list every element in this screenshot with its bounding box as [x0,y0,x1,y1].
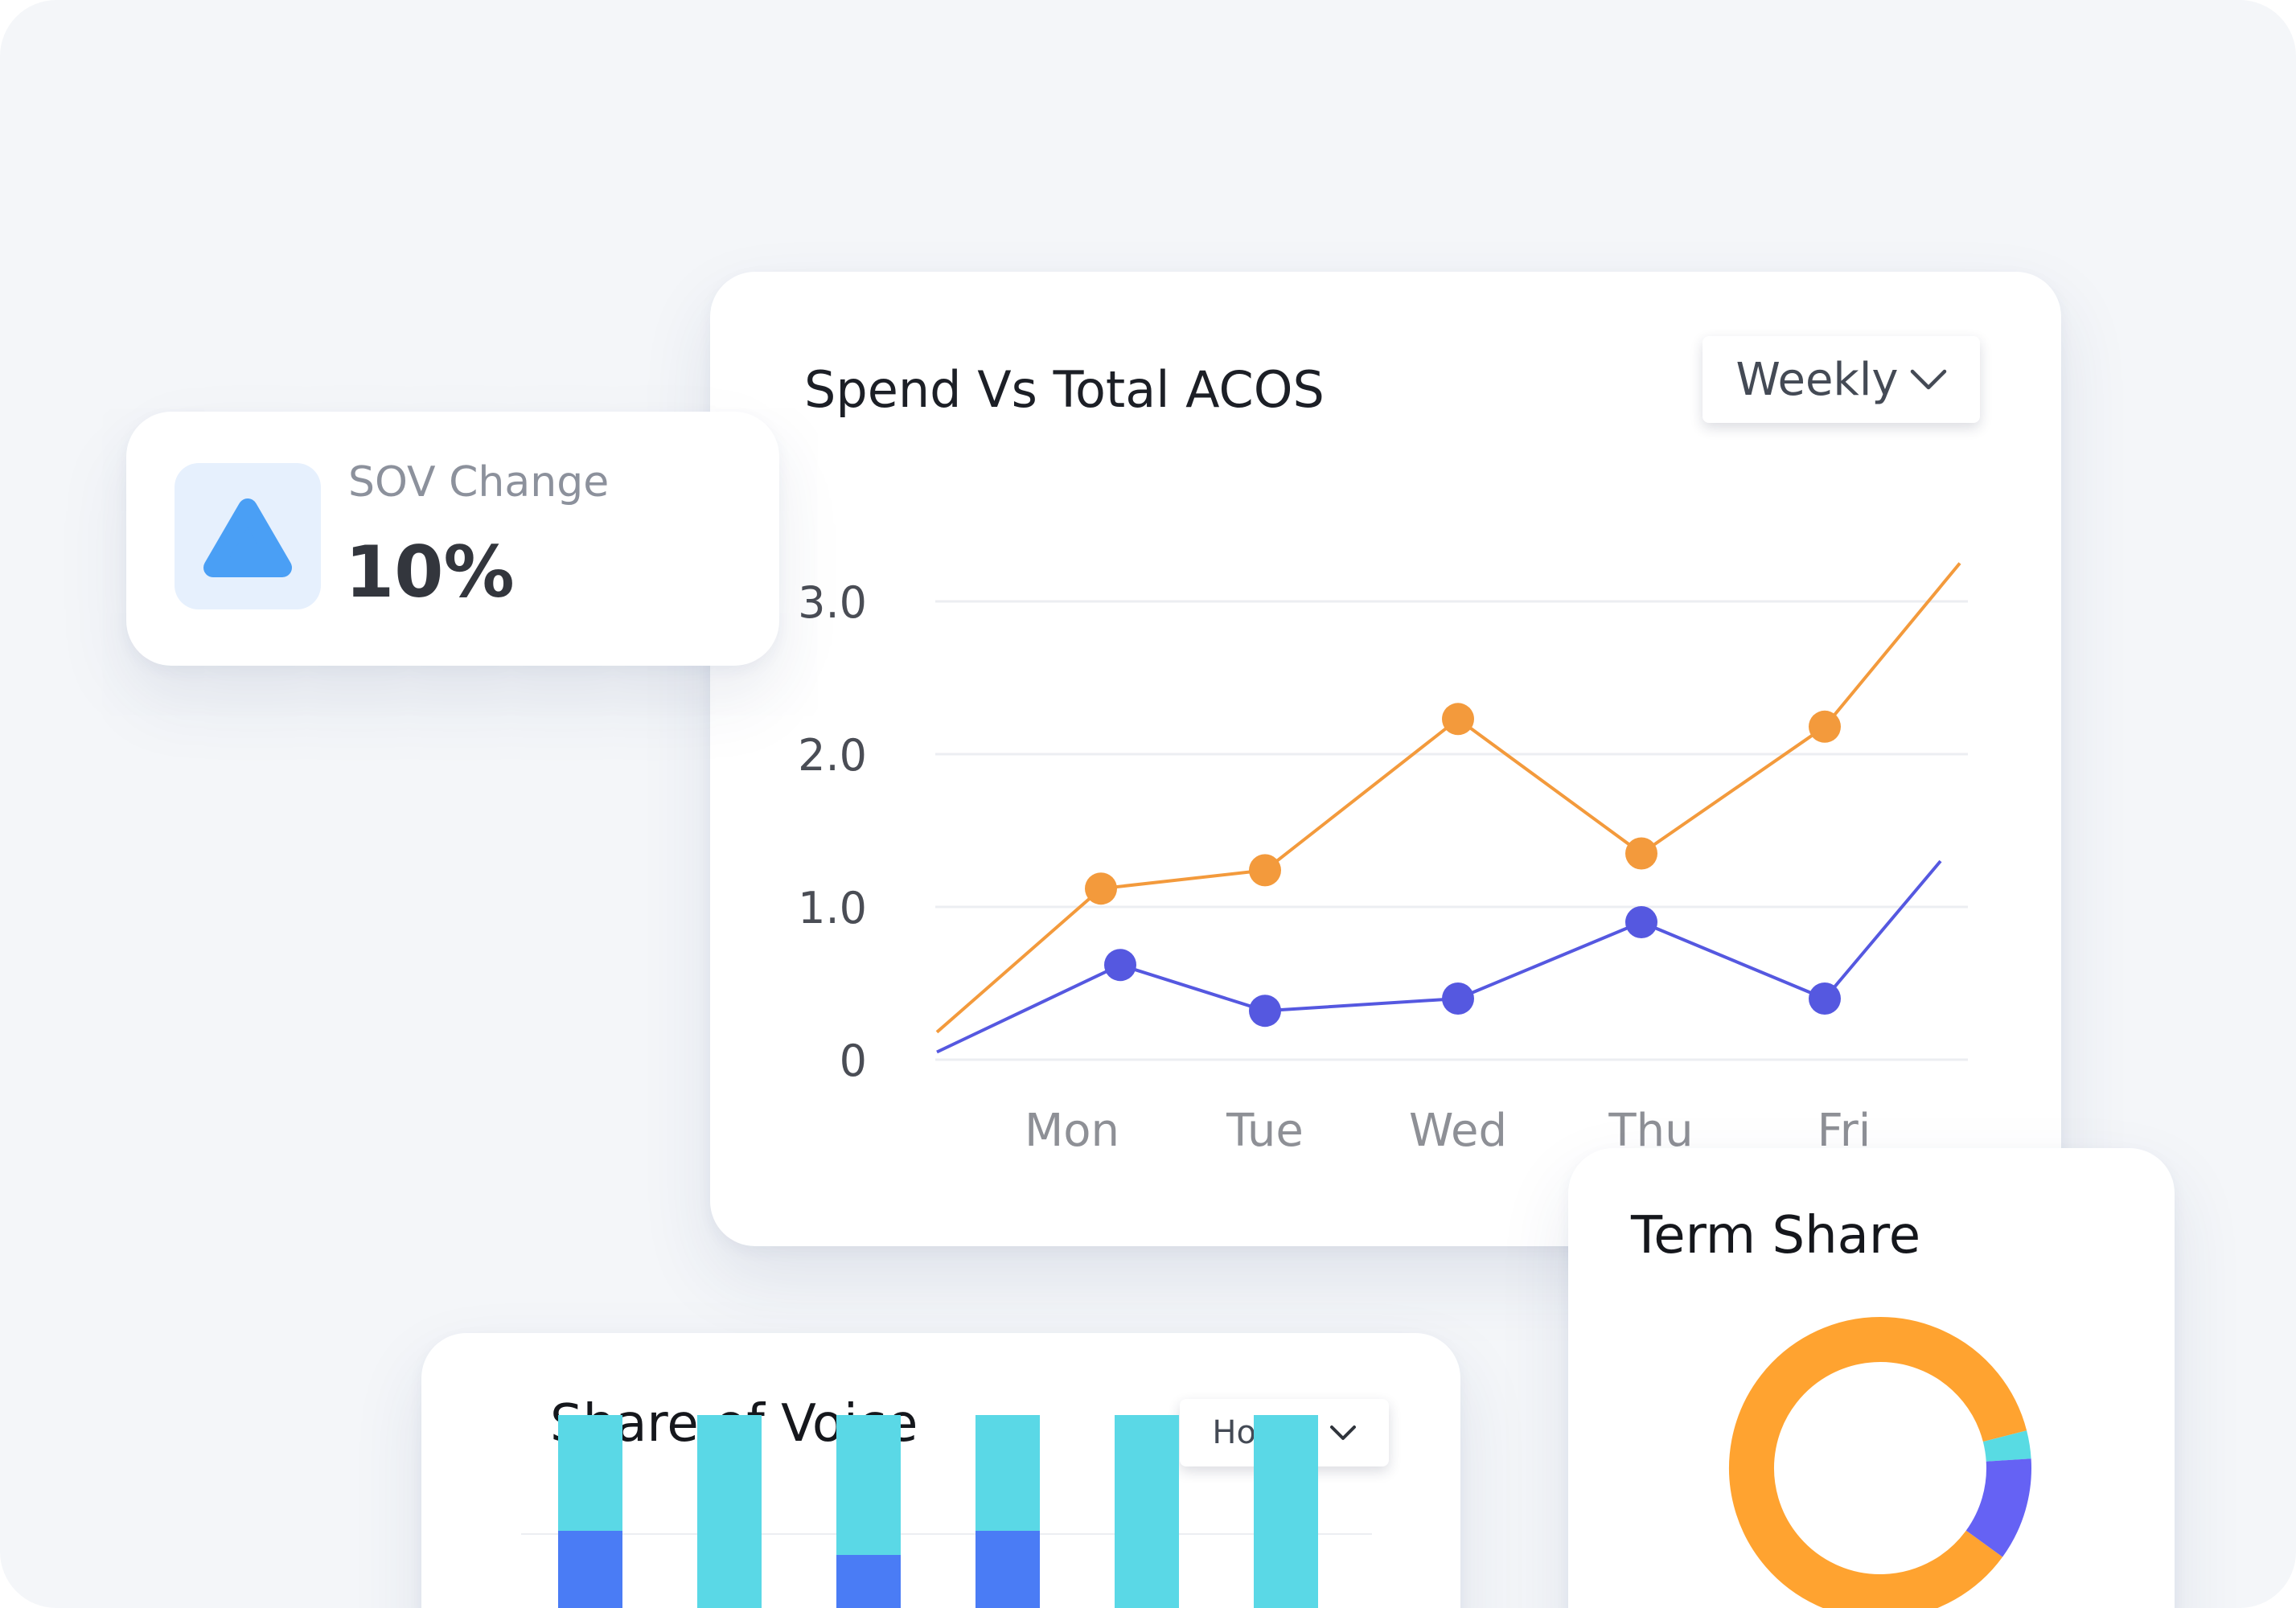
share-of-voice-card: Share of Voice Hourly [421,1333,1460,1608]
triangle-up-icon [203,498,292,577]
series-line-1 [935,562,1961,1034]
bar-segment [1254,1415,1318,1608]
donut-slice [1729,1317,2027,1608]
sov-change-label: SOV Change [348,458,610,507]
y-tick-label: 2.0 [798,730,867,781]
data-point [1809,982,1841,1015]
weekly-dropdown-label: Weekly [1735,353,1899,406]
term-share-donut-chart [1729,1317,2031,1608]
data-point [1249,854,1281,887]
y-tick-label: 0 [840,1036,867,1086]
data-point [1442,982,1474,1015]
bar-segment [975,1531,1040,1608]
data-point [1625,837,1657,870]
spend-acos-title: Spend Vs Total ACOS [804,360,1325,419]
chevron-down-icon [1329,1425,1356,1440]
share-of-voice-bar-chart [521,1415,1372,1608]
y-tick-label: 3.0 [798,577,867,628]
x-tick-label: Mon [1025,1105,1119,1157]
sov-change-icon-tile [175,463,321,609]
data-point [1625,906,1657,938]
y-tick-label: 1.0 [798,883,867,933]
data-point [1104,949,1136,982]
term-share-title: Term Share [1631,1206,1921,1265]
bar-segment [836,1555,901,1608]
bar-segment [697,1415,762,1608]
sov-change-card: SOV Change 10% [126,412,779,666]
spend-acos-card: Spend Vs Total ACOS Weekly 3.0 2.0 1.0 0 Mon… [710,272,2061,1246]
term-share-card: Term Share [1568,1148,2175,1608]
x-tick-label: Tue [1226,1105,1304,1157]
donut-slice [1965,1458,2031,1557]
bar-segment [558,1531,622,1608]
bar-segment [558,1415,622,1531]
data-point [1809,710,1841,743]
x-tick-label: Wed [1409,1105,1507,1157]
chevron-down-icon [1910,369,1946,390]
bar-segment [975,1415,1040,1531]
donut-slice [1982,1430,2031,1462]
sov-change-value: 10% [345,531,515,613]
data-point [1442,703,1474,736]
bar-segment [836,1415,901,1555]
weekly-dropdown[interactable]: Weekly [1702,336,1980,423]
bar-segment [1115,1415,1179,1608]
data-point [1249,995,1281,1028]
data-point [1085,872,1117,905]
